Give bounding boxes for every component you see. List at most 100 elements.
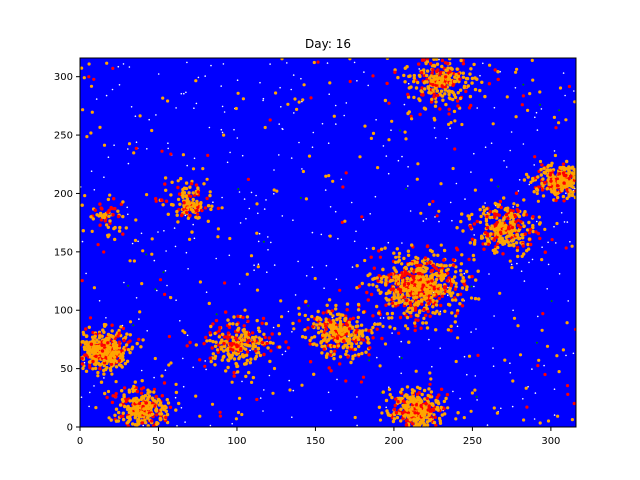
exposed-point <box>425 288 430 292</box>
empty-cell-point <box>484 146 487 148</box>
exposed-point <box>145 193 149 197</box>
exposed-point <box>512 244 516 248</box>
exposed-point <box>414 280 418 284</box>
infected-point <box>227 325 232 330</box>
exposed-point <box>530 58 534 63</box>
exposed-point <box>514 70 518 74</box>
exposed-point <box>315 317 319 322</box>
exposed-point <box>390 119 394 123</box>
exposed-point <box>275 189 279 193</box>
infected-point <box>434 423 438 427</box>
exposed-point <box>407 74 411 79</box>
empty-cell-point <box>236 79 239 81</box>
infected-point <box>421 283 426 287</box>
exposed-point <box>439 287 443 291</box>
empty-cell-point <box>541 246 543 248</box>
infected-point <box>110 400 115 405</box>
exposed-point <box>488 215 492 220</box>
exposed-point <box>130 347 134 351</box>
exposed-point <box>323 344 327 348</box>
exposed-point <box>555 221 559 226</box>
exposed-point <box>353 347 358 351</box>
infected-point <box>402 282 407 287</box>
exposed-point <box>154 407 159 411</box>
recovered-point <box>399 129 401 132</box>
infected-point <box>413 308 418 312</box>
exposed-point <box>257 341 261 345</box>
exposed-point <box>167 363 171 367</box>
exposed-point <box>467 214 471 218</box>
infected-point <box>567 177 571 181</box>
infected-point <box>263 335 267 340</box>
exposed-point <box>439 277 443 281</box>
exposed-point <box>117 363 122 367</box>
exposed-point <box>461 71 465 75</box>
empty-cell-point <box>566 221 569 223</box>
exposed-point <box>481 211 486 216</box>
exposed-point <box>470 76 475 81</box>
exposed-point <box>540 181 544 186</box>
infected-point <box>409 114 413 118</box>
empty-cell-point <box>327 391 330 394</box>
empty-cell-point <box>180 407 183 409</box>
infected-point <box>428 382 432 386</box>
empty-cell-point <box>531 368 533 370</box>
exposed-point <box>345 302 350 306</box>
exposed-point <box>150 252 154 256</box>
exposed-point <box>209 359 213 364</box>
exposed-point <box>419 298 424 302</box>
exposed-point <box>506 206 510 210</box>
exposed-point <box>304 197 308 201</box>
exposed-point <box>405 276 410 281</box>
infected-point <box>344 379 348 383</box>
exposed-point <box>239 334 243 338</box>
empty-cell-point <box>173 227 176 229</box>
infected-point <box>470 237 475 241</box>
exposed-point <box>467 354 472 358</box>
exposed-point <box>111 350 115 354</box>
infected-point <box>442 258 446 262</box>
exposed-point <box>480 236 485 240</box>
exposed-point <box>297 100 301 104</box>
empty-cell-point <box>272 326 275 329</box>
exposed-point <box>121 417 126 422</box>
exposed-point <box>429 390 434 394</box>
exposed-point <box>256 346 261 350</box>
infected-point <box>152 387 157 391</box>
empty-cell-point <box>407 82 410 85</box>
infected-point <box>467 257 471 262</box>
exposed-point <box>459 262 464 266</box>
exposed-point <box>245 315 250 319</box>
infected-point <box>437 296 441 301</box>
empty-cell-point <box>176 425 178 427</box>
exposed-point <box>205 339 209 343</box>
recovered-point <box>237 188 240 190</box>
empty-cell-point <box>245 217 247 220</box>
exposed-point <box>274 91 278 95</box>
infected-point <box>494 222 498 226</box>
infected-point <box>513 214 518 219</box>
exposed-point <box>442 248 447 253</box>
infected-point <box>569 174 573 178</box>
exposed-point <box>206 204 211 208</box>
exposed-point <box>546 419 551 423</box>
infected-point <box>366 298 370 302</box>
exposed-point <box>332 344 337 349</box>
infected-point <box>247 338 251 343</box>
exposed-point <box>567 171 571 176</box>
exposed-point <box>380 411 384 415</box>
exposed-point <box>196 216 200 220</box>
exposed-point <box>80 66 84 70</box>
exposed-point <box>449 121 453 125</box>
exposed-point <box>238 396 242 400</box>
infected-point <box>254 349 258 353</box>
infected-point <box>361 375 366 379</box>
infected-point <box>189 194 193 198</box>
recovered-point <box>522 83 525 86</box>
empty-cell-point <box>226 161 229 164</box>
exposed-point <box>109 418 113 422</box>
exposed-point <box>387 302 391 306</box>
exposed-point <box>421 275 425 279</box>
exposed-point <box>488 63 492 67</box>
